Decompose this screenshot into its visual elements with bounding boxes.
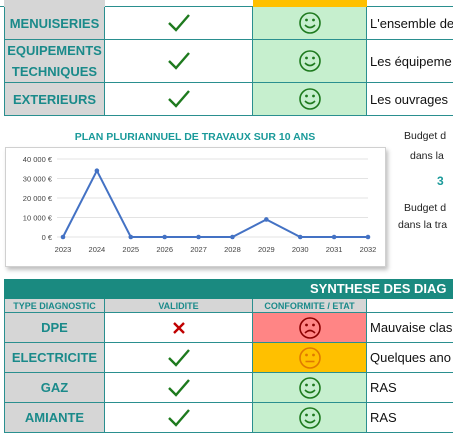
line-chart: 0 € 10 000 € 20 000 € 30 000 € 40 000 € 2023 2…	[23, 155, 377, 254]
x-tick-label: 2031	[326, 245, 343, 254]
data-point	[128, 234, 134, 240]
x-tick-label: 2029	[258, 245, 275, 254]
happy-face-icon	[298, 12, 321, 34]
synthese-table: DPE Mauvaise clas ELECTRICITE Quelques a…	[0, 313, 453, 433]
x-tick-label: 2026	[156, 245, 173, 254]
top-partial-row	[0, 0, 453, 7]
data-point	[60, 234, 66, 240]
chart-panel[interactable]: 0 € 10 000 € 20 000 € 30 000 € 40 000 € 2023 2…	[5, 147, 386, 267]
y-tick-label: 10 000 €	[23, 214, 53, 223]
diag-label-gaz: GAZ	[4, 373, 105, 403]
budget-label-1b: dans la	[410, 150, 444, 162]
diag-description: Mauvaise clas	[367, 313, 453, 343]
sad-face-icon	[298, 316, 321, 339]
validite-cell	[105, 313, 253, 343]
check-icon	[167, 348, 190, 367]
data-point	[196, 234, 201, 240]
diag-description: RAS	[367, 373, 453, 403]
cross-icon	[172, 321, 185, 334]
data-point	[162, 234, 167, 240]
col-header-validite: VALIDITE	[105, 299, 253, 313]
budget-value: 3	[437, 174, 444, 188]
col-header-type: TYPE DIAGNOSTIC	[4, 299, 105, 313]
check-icon	[167, 90, 190, 108]
y-tick-label: 20 000 €	[23, 194, 53, 203]
x-tick-label: 2023	[55, 245, 72, 254]
check-icon	[167, 52, 190, 70]
synthese-title: SYNTHESE DES DIAG	[310, 281, 447, 296]
happy-face-icon	[298, 376, 321, 399]
conformite-cell	[253, 343, 367, 373]
diag-description: RAS	[367, 403, 453, 433]
top-partial-face-cell	[253, 0, 367, 7]
diag-label-dpe: DPE	[4, 313, 105, 343]
x-tick-label: 2024	[89, 245, 106, 254]
x-tick-label: 2032	[360, 245, 377, 254]
validite-cell	[105, 343, 253, 373]
data-point	[297, 234, 303, 240]
conformite-cell	[253, 373, 367, 403]
x-tick-label: 2027	[190, 245, 207, 254]
synthese-header: SYNTHESE DES DIAG	[4, 279, 453, 299]
validite-cell	[105, 373, 253, 403]
budget-label-2: Budget d	[404, 202, 447, 214]
row-description: Les équipeme	[367, 40, 453, 83]
row-label-text: EXTERIEURS	[12, 91, 97, 107]
diag-label-electricite: ELECTRICITE	[4, 343, 105, 373]
conformite-cell	[253, 83, 367, 116]
col-header-desc	[367, 299, 453, 313]
data-point	[365, 234, 371, 240]
x-tick-label: 2028	[224, 245, 241, 254]
row-label-exterieurs: EXTERIEURS	[4, 83, 105, 116]
validite-cell	[105, 403, 253, 433]
neutral-face-icon	[298, 346, 321, 369]
conformite-cell	[253, 403, 367, 433]
data-point	[264, 217, 269, 222]
check-icon	[167, 378, 190, 397]
diag-label-amiante: AMIANTE	[4, 403, 105, 433]
budget-label-1: Budget d	[404, 130, 447, 142]
conformite-cell	[253, 7, 367, 40]
row-description: L'ensemble de	[367, 7, 453, 40]
happy-face-icon	[298, 88, 321, 110]
budget-label-2b: dans la tra	[398, 219, 448, 231]
diag-description: Quelques ano	[367, 343, 453, 373]
data-point	[331, 234, 337, 240]
x-tick-label: 2030	[292, 245, 309, 254]
top-partial-label	[4, 0, 105, 7]
conformite-cell	[253, 40, 367, 83]
x-tick-label: 2025	[122, 245, 139, 254]
row-label-text: EQUIPEMENTS TECHNIQUES	[7, 43, 102, 79]
conformite-cell	[253, 313, 367, 343]
y-tick-label: 30 000 €	[23, 175, 53, 184]
row-description: Les ouvrages	[367, 83, 453, 116]
col-header-conformite: CONFORMITE / ETAT	[253, 299, 367, 313]
validite-cell	[105, 83, 253, 116]
data-point	[94, 168, 100, 173]
row-label-equipements-techniques: EQUIPEMENTS TECHNIQUES	[4, 40, 105, 83]
data-point	[230, 234, 235, 240]
row-label-menuiseries: MENUISERIES	[4, 7, 105, 40]
validite-cell	[105, 7, 253, 40]
series-line	[62, 168, 368, 238]
check-icon	[167, 14, 190, 32]
check-icon	[167, 408, 190, 427]
chart-title: PLAN PLURIANNUEL DE TRAVAUX SUR 10 ANS	[74, 131, 316, 143]
happy-face-icon	[298, 50, 321, 72]
y-tick-label: 0 €	[42, 233, 53, 242]
row-label-text: MENUISERIES	[9, 15, 100, 31]
top-table: MENUISERIES L'ensemble de EQUIPEMENTS TE…	[0, 7, 453, 116]
y-tick-label: 40 000 €	[23, 155, 53, 164]
validite-cell	[105, 40, 253, 83]
